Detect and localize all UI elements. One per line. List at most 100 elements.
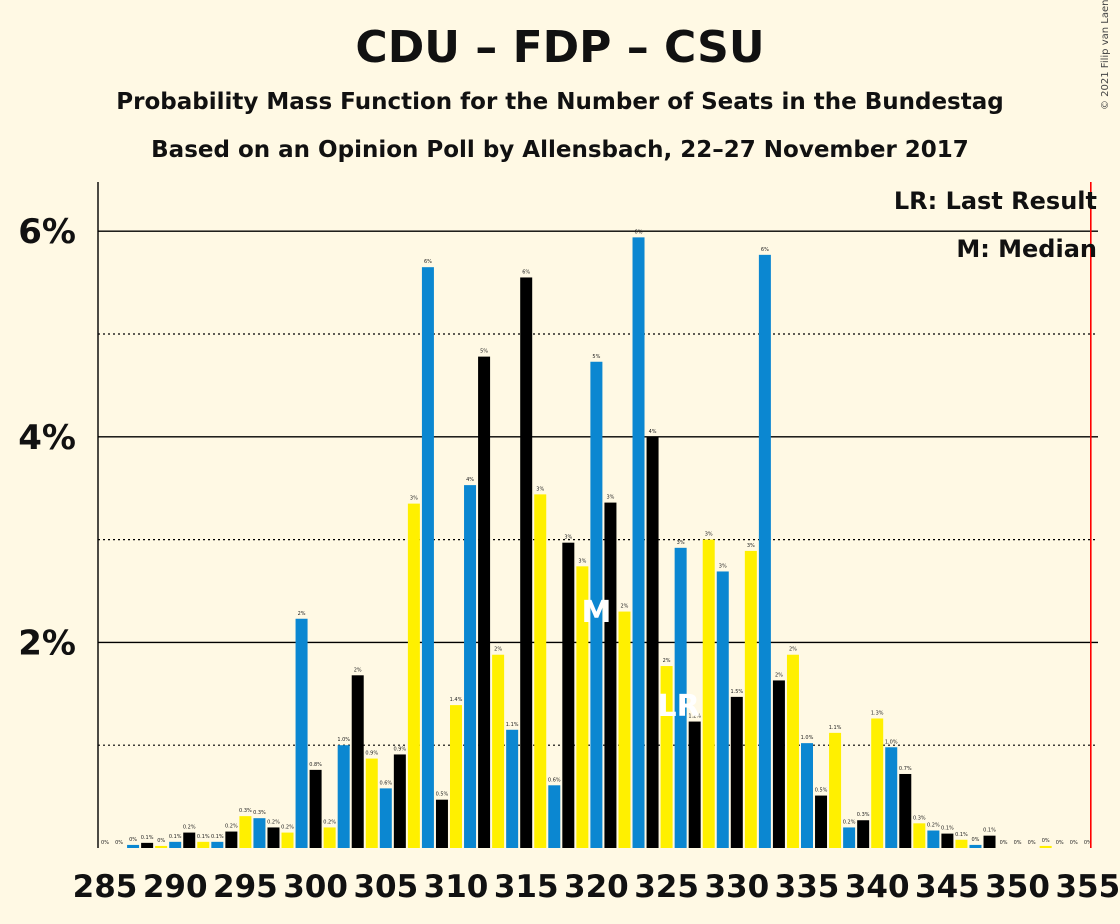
last-result-marker: LR [658,689,700,724]
bar-value-label: 3% [536,486,544,492]
bar [702,539,715,848]
x-tick-label: 320 [564,869,629,905]
bar-value-label: 0% [972,837,980,843]
bar-value-label: 1.0% [885,739,898,745]
bar [646,436,659,848]
bar-value-label: 3% [578,558,586,564]
bar [295,618,308,848]
bar-value-label: 0.2% [843,819,856,825]
x-tick-label: 350 [985,869,1050,905]
bar-series [127,237,1052,849]
bar [267,827,280,848]
bar-value-label: 0.3% [253,810,266,816]
bar [1039,845,1052,848]
bar [604,502,617,848]
bar-value-label: 3% [677,540,685,546]
bar-value-label: 0.2% [281,825,294,831]
bar [941,833,954,848]
bar [337,745,350,848]
bar [253,818,266,848]
bar-value-label: 0.1% [169,834,182,840]
x-tick-label: 330 [704,869,769,905]
bar-value-label: 2% [663,658,671,664]
axes: 2%4%6%285 290 295 300 305 310 315 320 325 330 335 3… [18,182,1120,905]
bar [899,773,912,848]
bar [141,842,154,848]
bar-value-label: 0% [1084,840,1092,846]
bar [786,654,799,848]
bar [576,566,589,848]
bar-value-label: 2% [621,604,629,610]
bar-value-label: 0% [157,838,165,844]
bar [660,666,673,848]
bar-value-label: 0.7% [899,766,912,772]
bar-value-label: 1.5% [730,689,743,695]
bar [323,827,336,848]
x-tick-label: 285 [73,869,138,905]
chart-subtitle-poll: Based on an Opinion Poll by Allensbach, … [151,137,969,163]
bar-value-label: 0.1% [941,826,954,832]
bar-value-label: 0.8% [309,762,322,768]
bar-value-label: 4% [649,429,657,435]
bar [913,823,926,848]
bar-value-label: 4% [466,477,474,483]
bar-value-label: 5% [592,354,600,360]
bar-value-label: 2% [494,647,502,653]
bar-value-label: 1.4% [450,697,463,703]
bar [365,758,378,848]
bar [632,237,645,849]
bar-value-label: 0.3% [913,815,926,821]
bar-value-label: 0.1% [955,832,968,838]
bar-value-label: 1.0% [337,737,350,743]
bar-value-label: 0% [101,840,109,846]
bar-value-label: 0.5% [815,788,828,794]
bar-value-label: 0% [1000,840,1008,846]
bar-value-label: 0% [1042,838,1050,844]
bar-value-label: 1.2% [688,714,701,720]
bar-value-label: 3% [747,543,755,549]
bar [351,675,364,848]
bar-value-label: 0.6% [379,780,392,786]
x-tick-label: 340 [845,869,910,905]
bar-value-label: 3% [606,495,614,501]
bar-value-label: 1.0% [801,735,814,741]
bar [169,841,182,848]
bar [506,729,519,848]
bar [464,485,477,848]
bar [983,835,996,848]
bar [885,747,898,848]
bar [927,830,940,848]
y-tick-label: 2% [18,623,76,663]
legend-last-result: LR: Last Result [894,187,1097,215]
bar [562,542,575,848]
bar [155,845,168,848]
bar-value-label: 6% [522,269,530,275]
bar [421,267,434,848]
x-tick-label: 300 [283,869,348,905]
bar [548,785,561,848]
bar-value-labels: 0% 0%0% 0.1%0%0.1%0.2%0.1% 0.1%0.2%0.3% 0.3%… [101,229,1092,846]
bar-value-label: 0% [129,837,137,843]
chart-subtitle: Probability Mass Function for the Number… [116,89,1004,115]
x-tick-label: 315 [494,869,559,905]
legend-median: M: Median [956,235,1097,263]
x-tick-label: 290 [143,869,208,905]
bar [772,680,785,848]
bar [801,743,813,848]
bar [520,277,533,849]
bar [450,705,462,848]
bar [871,718,884,848]
bar [969,844,982,848]
x-tick-label: 355 [1055,869,1120,905]
bar [843,827,856,848]
bar-value-label: 0.1% [197,834,210,840]
bar [478,356,491,848]
bar-value-label: 3% [564,535,572,541]
markers: M LR [581,182,1092,848]
bar [239,816,252,848]
bar-value-label: 6% [761,247,769,253]
y-tick-label: 6% [18,212,76,252]
bar [379,788,392,848]
bar-value-label: 5% [480,349,488,355]
bar [492,654,505,848]
